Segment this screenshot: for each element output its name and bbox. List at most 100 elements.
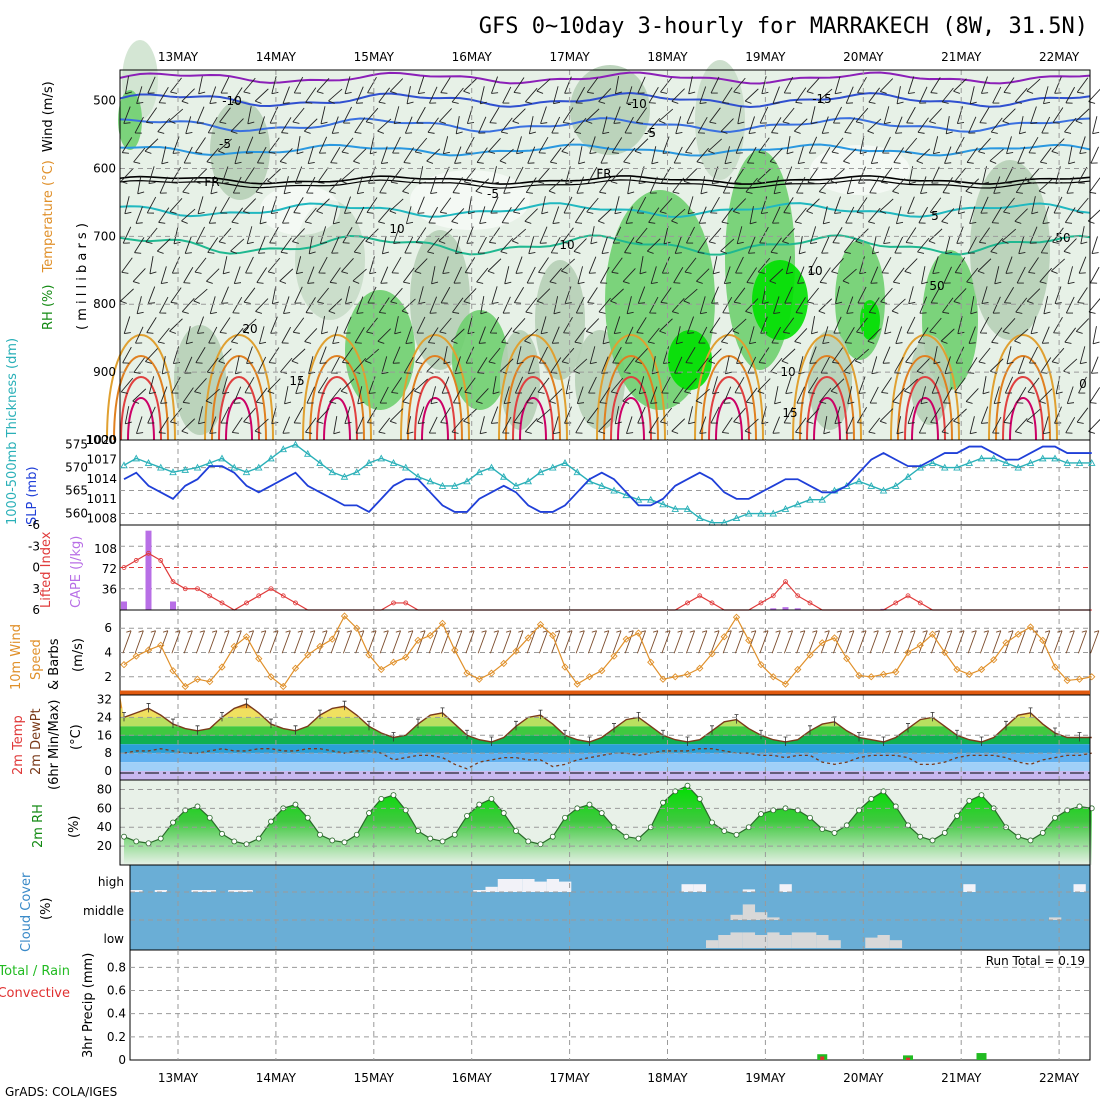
thickness-point xyxy=(806,495,814,503)
slp-tick: 1017 xyxy=(86,453,117,467)
rh2m-point xyxy=(243,841,250,848)
wind-barb xyxy=(342,227,353,244)
wind-barb xyxy=(380,146,389,164)
wind-barb xyxy=(513,287,525,304)
wind-barb xyxy=(255,298,269,314)
wind-barb xyxy=(651,356,659,375)
svg-text:10m Wind: 10m Wind xyxy=(9,624,24,690)
contour-label: 5 xyxy=(931,209,939,223)
wind-barb xyxy=(686,226,695,244)
minmax-range xyxy=(783,736,788,746)
temp-tick: 32 xyxy=(97,692,112,706)
wind-barb xyxy=(674,236,682,254)
wind-barb xyxy=(614,76,622,95)
wind-barb xyxy=(280,237,292,254)
wind-barb xyxy=(770,237,782,254)
rh2m-point xyxy=(415,828,421,834)
wind-barb xyxy=(467,196,475,215)
wind10-barb xyxy=(636,630,647,654)
rh2m-point xyxy=(268,818,274,825)
wind-barb xyxy=(134,116,144,134)
wind10-point xyxy=(132,652,140,660)
rh2m-point xyxy=(439,838,446,845)
wind10-tick: 4 xyxy=(104,646,112,660)
wind-barb xyxy=(218,138,232,154)
wind-barb xyxy=(809,346,817,364)
wind-barb xyxy=(268,137,280,154)
wind-barb xyxy=(254,418,269,434)
wind-barb xyxy=(892,387,905,404)
thickness-point xyxy=(267,454,275,462)
lifted-index-point xyxy=(795,593,801,599)
wind-barb xyxy=(806,287,820,304)
wind10-barb xyxy=(698,630,708,654)
wind-barb xyxy=(222,256,230,275)
wind-barb xyxy=(970,296,978,315)
minmax-range xyxy=(563,729,567,740)
wind-barb xyxy=(537,377,550,394)
wind-barb xyxy=(136,416,144,435)
wind-barb xyxy=(320,316,328,335)
wind-barb xyxy=(209,86,217,104)
wind-barb xyxy=(1029,226,1038,244)
rh2m-point xyxy=(488,795,495,802)
wind-barb xyxy=(242,318,257,334)
wind-barb xyxy=(981,286,989,305)
wind-barb xyxy=(626,296,634,315)
wind-barb xyxy=(234,146,242,165)
wind-barb xyxy=(577,266,585,285)
wind-barb xyxy=(614,196,622,215)
lifted-index-point xyxy=(121,565,127,570)
wind-barb xyxy=(1080,226,1088,245)
wind-barb xyxy=(820,356,830,374)
wind-barb xyxy=(710,196,720,214)
wind-barb xyxy=(1078,376,1087,394)
wind-barb xyxy=(708,348,722,364)
wind-barb xyxy=(649,176,658,194)
wind-barb xyxy=(257,356,267,374)
rh2m-point xyxy=(145,840,152,847)
rh2m-point xyxy=(194,803,201,810)
wind-barb xyxy=(907,196,915,214)
wind-barb xyxy=(279,268,294,284)
wind-barb xyxy=(956,226,964,244)
wind-barb xyxy=(846,296,854,314)
pressure-tick: 800 xyxy=(93,297,116,311)
wind-barb xyxy=(123,316,131,335)
wind-barb xyxy=(905,347,917,364)
rh2m-point xyxy=(856,807,862,814)
wind-barb xyxy=(353,148,367,164)
wind-barb xyxy=(672,177,685,194)
wind-barb xyxy=(977,258,992,274)
wind10-point xyxy=(512,647,520,655)
wind-barb xyxy=(514,376,524,394)
wind-barb xyxy=(353,237,366,254)
wind-barb xyxy=(610,168,624,184)
wind-barb xyxy=(940,328,955,344)
wind-barb xyxy=(552,206,560,224)
wind-barb xyxy=(316,408,330,424)
wind-barb xyxy=(710,76,720,94)
lifted-index-point xyxy=(917,600,923,606)
wind-barb xyxy=(540,106,548,124)
wind-barb xyxy=(586,77,599,94)
thickness-point xyxy=(548,463,557,471)
wind-barb xyxy=(401,298,416,314)
wind-barb xyxy=(956,106,965,125)
wind-barb xyxy=(428,416,438,434)
wind-barb xyxy=(206,147,219,164)
wind-barb xyxy=(699,86,707,104)
wind-barb xyxy=(1015,297,1028,314)
wind10-barb xyxy=(122,630,132,654)
wind-barb xyxy=(207,116,218,134)
wind-barb xyxy=(843,148,857,164)
wind-barb xyxy=(769,268,784,284)
wind-barb xyxy=(220,76,230,94)
precip-tick: 0 xyxy=(118,1053,126,1067)
wind-barb xyxy=(721,327,734,344)
pressure-tick: 600 xyxy=(93,161,116,175)
wind10-point xyxy=(671,673,679,681)
rh2m-point xyxy=(292,801,299,808)
thickness-point xyxy=(855,477,863,485)
